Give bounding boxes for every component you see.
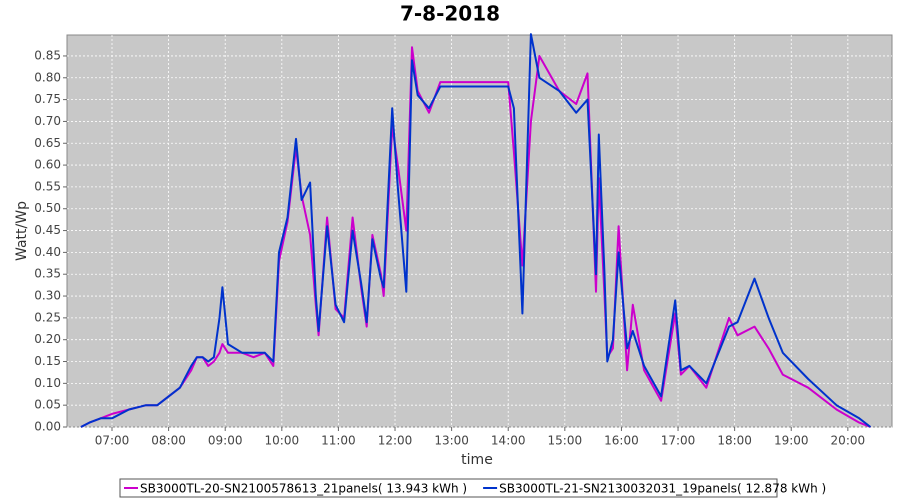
y-tick-label: 0.35 bbox=[34, 267, 61, 281]
x-tick-label: 20:00 bbox=[831, 434, 866, 448]
y-tick-label: 0.40 bbox=[34, 245, 61, 259]
y-tick-label: 0.60 bbox=[34, 158, 61, 172]
x-tick-label: 07:00 bbox=[95, 434, 130, 448]
x-tick-label: 12:00 bbox=[378, 434, 413, 448]
y-tick-label: 0.70 bbox=[34, 114, 61, 128]
legend-label: SB3000TL-21-SN2130032031_19panels( 12.87… bbox=[499, 482, 826, 496]
y-axis-label: Watt/Wp bbox=[14, 201, 30, 261]
x-tick-label: 08:00 bbox=[151, 434, 186, 448]
y-tick-label: 0.50 bbox=[34, 201, 61, 215]
x-tick-label: 17:00 bbox=[661, 434, 696, 448]
x-tick-label: 15:00 bbox=[548, 434, 583, 448]
x-tick-label: 11:00 bbox=[321, 434, 356, 448]
y-tick-label: 0.15 bbox=[34, 354, 61, 368]
x-tick-label: 19:00 bbox=[774, 434, 809, 448]
y-tick-label: 0.45 bbox=[34, 223, 61, 237]
y-tick-label: 0.85 bbox=[34, 48, 61, 62]
x-tick-label: 13:00 bbox=[434, 434, 469, 448]
x-tick-label: 18:00 bbox=[717, 434, 752, 448]
y-tick-label: 0.75 bbox=[34, 92, 61, 106]
x-tick-label: 09:00 bbox=[208, 434, 243, 448]
y-tick-label: 0.80 bbox=[34, 70, 61, 84]
x-tick-label: 16:00 bbox=[604, 434, 639, 448]
y-tick-label: 0.10 bbox=[34, 376, 61, 390]
chart-title: 7-8-2018 bbox=[400, 2, 500, 26]
y-tick-label: 0.65 bbox=[34, 136, 61, 150]
x-axis-label: time bbox=[461, 452, 493, 468]
x-tick-label: 14:00 bbox=[491, 434, 526, 448]
x-tick-label: 10:00 bbox=[265, 434, 300, 448]
legend-label: SB3000TL-20-SN2100578613_21panels( 13.94… bbox=[140, 482, 467, 496]
legend-box bbox=[119, 478, 778, 498]
series-line bbox=[80, 46, 871, 428]
y-tick-label: 0.30 bbox=[34, 289, 61, 303]
y-tick-label: 0.20 bbox=[34, 332, 61, 346]
y-tick-label: 0.05 bbox=[34, 398, 61, 412]
y-tick-label: 0.00 bbox=[34, 420, 61, 434]
series-line bbox=[80, 33, 872, 428]
y-tick-label: 0.55 bbox=[34, 179, 61, 193]
y-tick-label: 0.25 bbox=[34, 310, 61, 324]
